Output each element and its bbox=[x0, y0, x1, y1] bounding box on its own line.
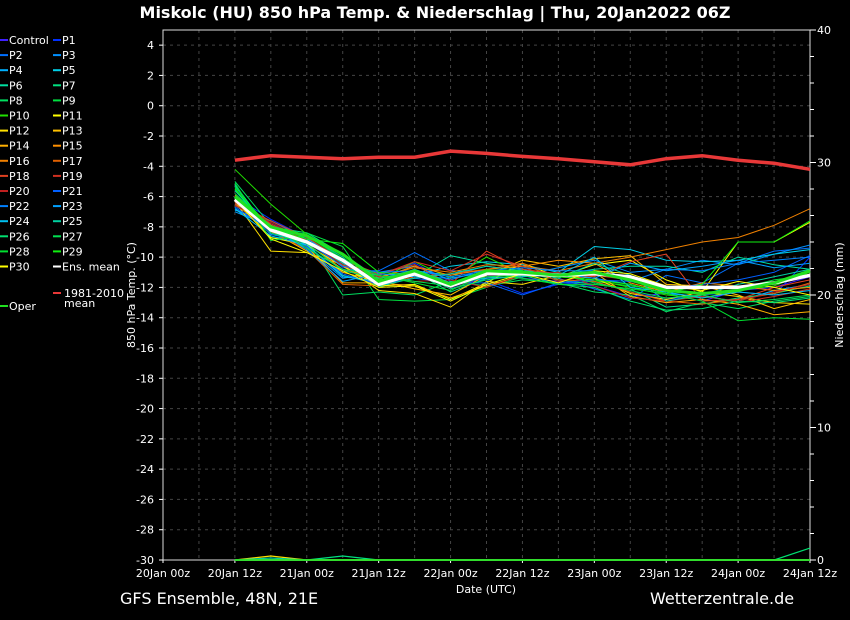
legend-label: P14 bbox=[9, 140, 30, 153]
y2-tick-label: 10 bbox=[817, 422, 831, 435]
legend-label: P10 bbox=[9, 110, 30, 123]
legend-label: P28 bbox=[9, 245, 30, 258]
legend-label: P12 bbox=[9, 125, 30, 138]
y-tick-label: 2 bbox=[147, 69, 154, 82]
x-tick-label: 20Jan 12z bbox=[208, 567, 262, 580]
y-tick-label: 4 bbox=[147, 39, 154, 52]
legend-label: P3 bbox=[62, 49, 76, 62]
y2-tick-label: 0 bbox=[817, 554, 824, 567]
temp-line-p24 bbox=[234, 208, 811, 299]
y-tick-label: -8 bbox=[143, 221, 154, 234]
y2-tick-label: 20 bbox=[817, 289, 831, 302]
legend-label: Control bbox=[9, 34, 49, 47]
legend-label: P20 bbox=[9, 185, 30, 198]
legend-label: P6 bbox=[9, 79, 23, 92]
legend-label: P19 bbox=[62, 170, 83, 183]
x-tick-label: 22Jan 12z bbox=[495, 567, 549, 580]
y-tick-label: -22 bbox=[136, 433, 154, 446]
legend-label: P4 bbox=[9, 64, 23, 77]
x-axis-label: Date (UTC) bbox=[456, 583, 516, 596]
y-tick-label: -24 bbox=[136, 463, 154, 476]
y-tick-label: -18 bbox=[136, 372, 154, 385]
x-tick-label: 24Jan 12z bbox=[783, 567, 837, 580]
legend-label: P18 bbox=[9, 170, 30, 183]
legend-label: 1981-2010 bbox=[64, 287, 124, 300]
legend-label: P30 bbox=[9, 261, 30, 274]
y-tick-label: -20 bbox=[136, 403, 154, 416]
legend-label: P27 bbox=[62, 230, 83, 243]
legend-label: P25 bbox=[62, 215, 83, 228]
chart-title: Miskolc (HU) 850 hPa Temp. & Niederschla… bbox=[139, 3, 731, 22]
x-tick-label: 24Jan 00z bbox=[711, 567, 765, 580]
legend-label: P11 bbox=[62, 110, 83, 123]
legend-label: P23 bbox=[62, 200, 83, 213]
y-tick-label: -16 bbox=[136, 342, 154, 355]
legend-label: P7 bbox=[62, 79, 76, 92]
legend-label: P21 bbox=[62, 185, 83, 198]
y2-axis-label: Niederschlag (mm) bbox=[833, 242, 846, 347]
x-tick-label: 23Jan 00z bbox=[567, 567, 621, 580]
y-axis-label: 850 hPa Temp. (°C) bbox=[125, 242, 138, 348]
y-tick-label: -26 bbox=[136, 493, 154, 506]
legend-label: P2 bbox=[9, 49, 23, 62]
legend-label: P17 bbox=[62, 155, 83, 168]
oper-line bbox=[233, 195, 811, 296]
climate-mean-line bbox=[234, 149, 811, 172]
legend-label: P1 bbox=[62, 34, 76, 47]
site-credit: Wetterzentrale.de bbox=[650, 589, 795, 608]
y-tick-label: -30 bbox=[136, 554, 154, 567]
y-tick-label: -2 bbox=[143, 130, 154, 143]
x-tick-label: 21Jan 12z bbox=[352, 567, 406, 580]
legend-label: Oper bbox=[9, 300, 36, 313]
legend-label: P8 bbox=[9, 94, 23, 107]
model-info: GFS Ensemble, 48N, 21E bbox=[120, 589, 319, 608]
x-tick-label: 23Jan 12z bbox=[639, 567, 693, 580]
legend-label: P26 bbox=[9, 230, 30, 243]
x-tick-label: 20Jan 00z bbox=[136, 567, 190, 580]
temp-line-p8 bbox=[234, 181, 811, 313]
legend-label: P16 bbox=[9, 155, 30, 168]
legend-label: P24 bbox=[9, 215, 30, 228]
y2-tick-label: 30 bbox=[817, 157, 831, 170]
legend-label: P9 bbox=[62, 94, 76, 107]
legend-label: P13 bbox=[62, 125, 83, 138]
legend-label: P15 bbox=[62, 140, 83, 153]
temp-line-p17 bbox=[234, 203, 811, 305]
legend-label: Ens. mean bbox=[62, 261, 120, 274]
y-tick-label: -6 bbox=[143, 191, 154, 204]
y-tick-label: -14 bbox=[136, 312, 154, 325]
y-tick-label: -12 bbox=[136, 281, 154, 294]
y-tick-label: -10 bbox=[136, 251, 154, 264]
legend-label: mean bbox=[64, 297, 95, 310]
y-tick-label: 0 bbox=[147, 100, 154, 113]
y2-tick-label: 40 bbox=[817, 24, 831, 37]
y-tick-label: -4 bbox=[143, 160, 154, 173]
legend-label: P29 bbox=[62, 245, 83, 258]
legend-label: P22 bbox=[9, 200, 30, 213]
x-tick-label: 22Jan 00z bbox=[423, 567, 477, 580]
y-tick-label: -28 bbox=[136, 524, 154, 537]
temp-line-p22 bbox=[234, 197, 811, 282]
legend-label: P5 bbox=[62, 64, 76, 77]
x-tick-label: 21Jan 00z bbox=[280, 567, 334, 580]
temp-line-p28 bbox=[234, 182, 811, 322]
